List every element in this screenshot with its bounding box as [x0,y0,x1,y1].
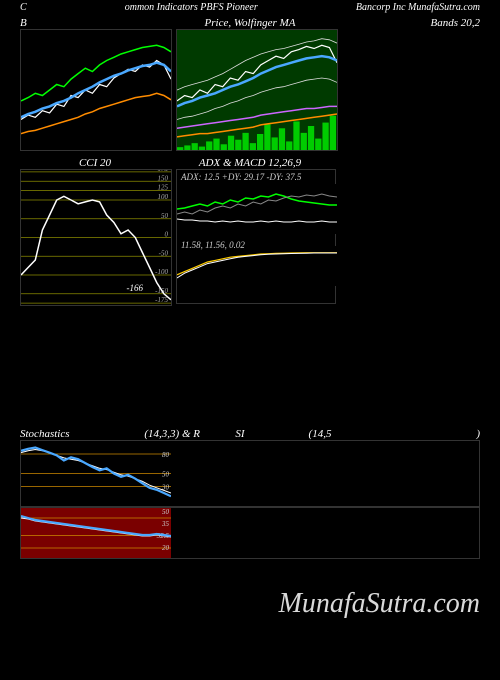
panel-adx-macd: ADX: 12.5 +DY: 29.17 -DY: 37.5 11.58, 11… [176,169,336,304]
svg-text:80: 80 [162,451,170,459]
svg-text:50: 50 [162,508,170,516]
macd-values: 11.58, 11.56, 0.02 [181,240,245,250]
chart-adx [177,184,337,234]
svg-text:50: 50 [162,471,170,479]
chart-cci: 175150125100500-50-100-150-175 [21,170,171,305]
svg-text:175: 175 [158,170,169,173]
svg-text:0: 0 [165,231,169,239]
row2: 175150125100500-50-100-150-175 -166 ADX:… [0,169,500,306]
header-right: Bancorp Inc MunafaSutra.com [356,2,480,13]
header-left: C [20,2,27,13]
spacer [0,306,500,426]
title-price: Price, Wolfinger MA [170,17,330,29]
title-cci: CCI 20 [20,157,170,169]
panel-bbands [20,29,172,151]
chart-stoch: 805030 [21,441,171,506]
title-bands-right: Bands 20,2 [330,17,480,29]
row3: 805030 503532.520 [0,440,500,559]
svg-text:35: 35 [161,520,170,528]
title-bbands: B [20,17,170,29]
svg-text:20: 20 [162,544,170,552]
chart-rsi: 503532.520 [21,508,171,558]
header-center: ommon Indicators PBFS Pioneer [125,2,258,13]
svg-text:-100: -100 [155,268,168,276]
cci-last-value: -166 [127,283,144,293]
panel-stoch: 805030 [20,440,480,507]
svg-text:150: 150 [158,174,169,182]
page-header: C ommon Indicators PBFS Pioneer Bancorp … [0,0,500,15]
adx-values: ADX: 12.5 +DY: 29.17 -DY: 37.5 [181,172,301,182]
chart-macd [177,246,337,286]
svg-text:100: 100 [158,193,169,201]
row1 [0,29,500,151]
title-rsi-close: ) [360,428,480,440]
panel-rsi: 503532.520 [20,507,480,559]
row3-titles: Stochastics (14,3,3) & R SI (14,5 ) [0,426,500,440]
title-stoch: Stochastics [20,428,100,440]
row2-titles: CCI 20 ADX & MACD 12,26,9 [0,155,500,169]
title-stoch-params: (14,3,3) & R [100,428,200,440]
title-rsi: SI [200,428,280,440]
svg-text:-175: -175 [155,296,168,304]
svg-text:125: 125 [158,184,169,192]
panel-cci: 175150125100500-50-100-150-175 -166 [20,169,172,306]
chart-price [177,30,337,150]
panel-price [176,29,338,151]
row1-titles: B Price, Wolfinger MA Bands 20,2 [0,15,500,29]
svg-text:50: 50 [161,212,169,220]
title-adx-macd: ADX & MACD 12,26,9 [170,157,330,169]
title-rsi-params: (14,5 [280,428,360,440]
svg-text:-50: -50 [159,249,169,257]
watermark: MunafaSutra.com [279,588,480,620]
chart-bbands [21,30,171,150]
